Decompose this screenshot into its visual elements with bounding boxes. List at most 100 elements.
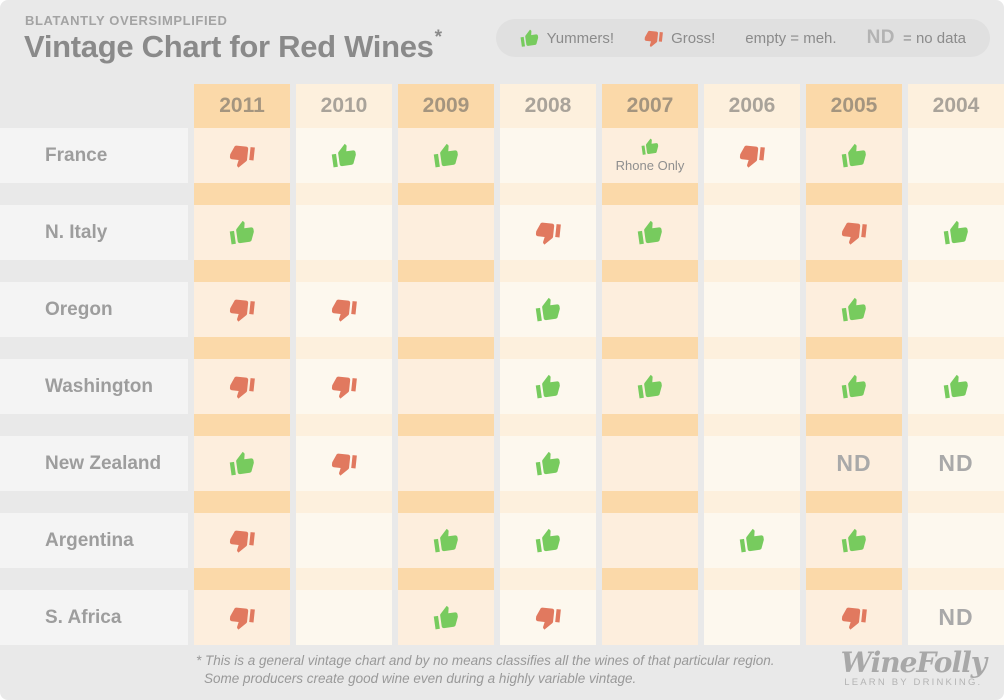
thumb-down-icon (331, 453, 357, 476)
legend-yummers: Yummers! (520, 29, 614, 48)
vintage-cell-newzealand-2004: ND (908, 436, 1004, 491)
thumb-up-icon (841, 528, 866, 552)
thumb-up-icon (229, 220, 254, 244)
separator-cell (908, 568, 1004, 590)
separator-cell (704, 260, 800, 282)
vintage-cell-nitaly-2005 (806, 205, 902, 260)
thumb-up-icon (520, 29, 538, 47)
thumb-down-icon (229, 530, 255, 553)
thumb-up-icon (535, 374, 560, 398)
row-label: S. Africa (0, 590, 188, 645)
header: BLATANTLY OVERSIMPLIFIED Vintage Chart f… (0, 0, 1004, 84)
separator-cell (500, 414, 596, 436)
vintage-cell-nitaly-2006 (704, 205, 800, 260)
separator-row (0, 260, 1004, 282)
legend: Yummers! Gross! empty = meh. ND = no dat… (495, 19, 990, 57)
table-row: N. Italy (0, 205, 1004, 260)
separator-cell (806, 568, 902, 590)
vintage-cell-washington-2008 (500, 359, 596, 414)
separator-cell (704, 337, 800, 359)
thumb-down-icon (229, 145, 255, 168)
year-header-2007: 2007 (602, 84, 698, 128)
vintage-cell-oregon-2011 (194, 282, 290, 337)
vintage-cell-safrica-2008 (500, 590, 596, 645)
vintage-cell-nitaly-2008 (500, 205, 596, 260)
row-label: Oregon (0, 282, 188, 337)
no-data-text: ND (836, 450, 872, 476)
vintage-cell-oregon-2010 (296, 282, 392, 337)
separator-cell (602, 183, 698, 205)
vintage-cell-france-2011 (194, 128, 290, 183)
separator-cell (296, 337, 392, 359)
footnote-line1: * This is a general vintage chart and by… (196, 653, 775, 668)
vintage-cell-safrica-2007 (602, 590, 698, 645)
legend-empty: empty = meh. (745, 30, 836, 47)
separator-cell (194, 568, 290, 590)
thumb-down-icon (229, 376, 255, 399)
vintage-cell-argentina-2007 (602, 513, 698, 568)
separator-cell (602, 260, 698, 282)
separator-cell (806, 337, 902, 359)
table-row: France Rhone Only (0, 128, 1004, 183)
legend-empty-label: empty = meh. (745, 29, 837, 47)
separator-row (0, 491, 1004, 513)
thumb-down-icon (739, 145, 765, 168)
vintage-cell-newzealand-2006 (704, 436, 800, 491)
row-label: Washington (0, 359, 188, 414)
separator-cell (806, 491, 902, 513)
separator-cell (296, 260, 392, 282)
title-asterisk: * (434, 27, 442, 48)
separator-cell (500, 568, 596, 590)
separator-cell (296, 414, 392, 436)
vintage-cell-nitaly-2004 (908, 205, 1004, 260)
vintage-cell-nitaly-2007 (602, 205, 698, 260)
legend-gross: Gross! (644, 29, 715, 48)
no-data-text: ND (938, 604, 974, 630)
thumb-up-icon (641, 138, 659, 155)
separator-cell (908, 337, 1004, 359)
thumb-down-icon (841, 607, 867, 630)
separator-spacer (0, 183, 188, 205)
thumb-up-icon (535, 528, 560, 552)
separator-cell (194, 260, 290, 282)
vintage-cell-france-2005 (806, 128, 902, 183)
vintage-cell-argentina-2006 (704, 513, 800, 568)
vintage-cell-nitaly-2011 (194, 205, 290, 260)
vintage-cell-safrica-2009 (398, 590, 494, 645)
vintage-cell-washington-2006 (704, 359, 800, 414)
separator-cell (602, 491, 698, 513)
legend-nodata: ND = no data (867, 27, 966, 49)
separator-row (0, 183, 1004, 205)
year-header-2010: 2010 (296, 84, 392, 128)
separator-spacer (0, 260, 188, 282)
vintage-cell-oregon-2006 (704, 282, 800, 337)
separator-cell (194, 491, 290, 513)
separator-cell (296, 568, 392, 590)
thumb-down-icon (535, 607, 561, 630)
thumb-up-icon (229, 451, 254, 475)
vintage-cell-france-2009 (398, 128, 494, 183)
thumb-up-icon (841, 297, 866, 321)
thumb-down-icon (644, 30, 663, 47)
separator-cell (806, 414, 902, 436)
separator-cell (704, 491, 800, 513)
vintage-cell-safrica-2004: ND (908, 590, 1004, 645)
year-header-2006: 2006 (704, 84, 800, 128)
vintage-cell-newzealand-2011 (194, 436, 290, 491)
table-row: New Zealand ND ND (0, 436, 1004, 491)
vintage-cell-newzealand-2009 (398, 436, 494, 491)
separator-cell (398, 337, 494, 359)
separator-cell (398, 260, 494, 282)
table-row: Oregon (0, 282, 1004, 337)
legend-nd-abbr: ND (866, 27, 896, 48)
separator-cell (500, 260, 596, 282)
separator-cell (194, 414, 290, 436)
row-label: France (0, 128, 188, 183)
vintage-cell-safrica-2011 (194, 590, 290, 645)
separator-cell (398, 568, 494, 590)
vintage-cell-argentina-2005 (806, 513, 902, 568)
separator-cell (908, 183, 1004, 205)
vintage-cell-safrica-2006 (704, 590, 800, 645)
thumb-down-icon (229, 607, 255, 630)
vintage-cell-argentina-2011 (194, 513, 290, 568)
